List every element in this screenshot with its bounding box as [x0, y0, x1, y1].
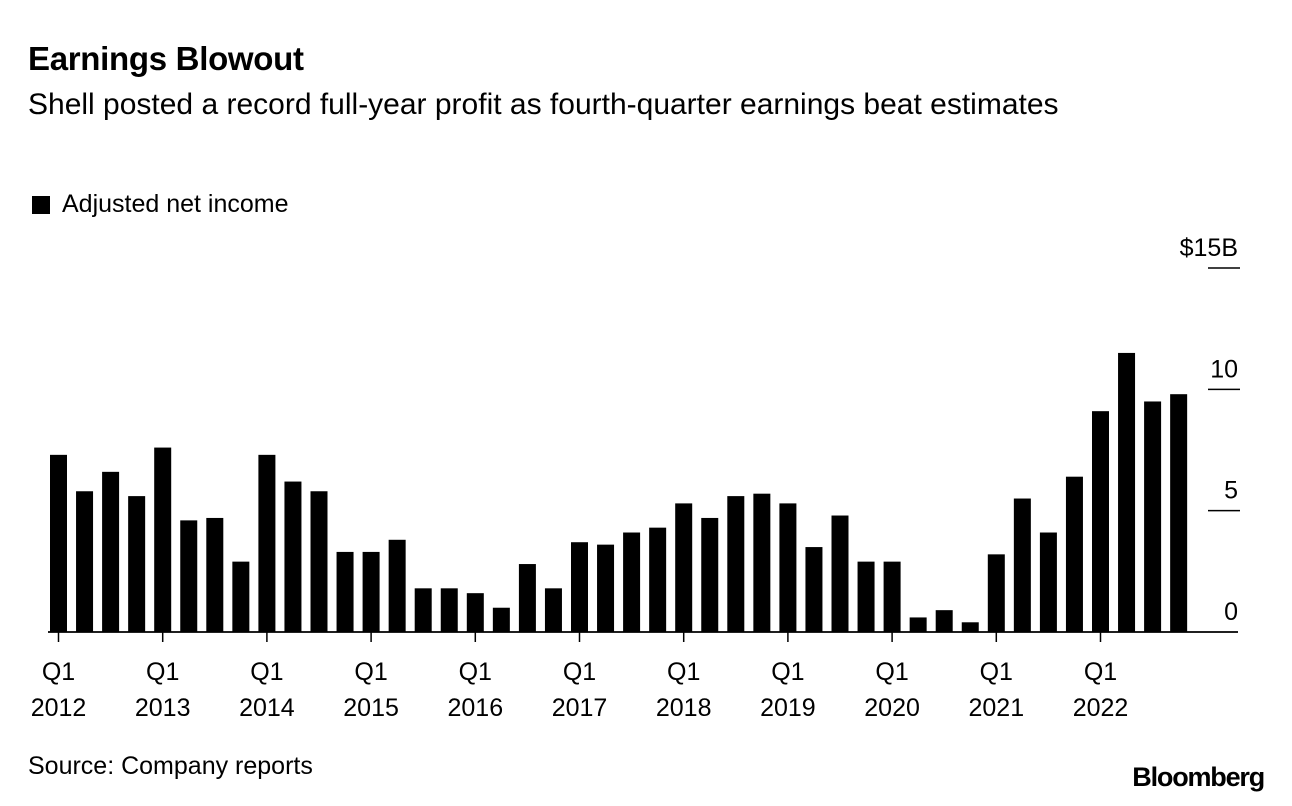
bloomberg-logo: Bloomberg [1132, 762, 1265, 792]
bar [440, 588, 458, 632]
bar [701, 517, 719, 632]
y-gridlines [1208, 267, 1240, 512]
x-tick-label-year: 2012 [31, 694, 87, 722]
x-tick-label-year: 2016 [447, 694, 503, 722]
bar [180, 520, 198, 632]
x-tick-label-quarter: Q1 [1084, 658, 1117, 686]
x-tick-label-quarter: Q1 [146, 658, 179, 686]
y-tick-label: 5 [1224, 477, 1238, 505]
bar [1039, 532, 1057, 632]
x-tick-label-year: 2021 [968, 694, 1024, 722]
x-tick-label-year: 2020 [864, 694, 920, 722]
bar [258, 454, 276, 632]
bars [50, 352, 1188, 632]
bar [831, 515, 849, 632]
bar [102, 471, 120, 632]
bar [623, 532, 641, 632]
bar [232, 561, 250, 632]
x-tick-label-quarter: Q1 [354, 658, 387, 686]
bar [1170, 394, 1188, 632]
bar [675, 503, 693, 632]
bar [336, 551, 354, 632]
legend-label: Adjusted net income [62, 190, 289, 218]
x-tick-label-quarter: Q1 [980, 658, 1013, 686]
bar [753, 493, 771, 632]
x-tick-label-quarter: Q1 [459, 658, 492, 686]
bar [76, 491, 94, 632]
x-tick-label-year: 2019 [760, 694, 816, 722]
bar [1065, 476, 1083, 632]
x-tick-label-year: 2018 [656, 694, 712, 722]
bar [987, 554, 1005, 632]
bar [883, 561, 901, 632]
bar [597, 544, 615, 632]
source-note: Source: Company reports [28, 752, 313, 780]
bar [1013, 498, 1031, 632]
x-tick-label-year: 2022 [1073, 694, 1129, 722]
legend-swatch [32, 195, 50, 214]
bar [909, 617, 927, 632]
x-tick-label-year: 2013 [135, 694, 191, 722]
bar [544, 588, 562, 632]
bar [310, 491, 328, 632]
y-tick-label: $15B [1180, 234, 1238, 262]
bar [492, 607, 510, 632]
x-tick-label-year: 2015 [343, 694, 399, 722]
bar [649, 527, 667, 632]
x-tick-label-year: 2014 [239, 694, 295, 722]
x-tick-label-year: 2017 [552, 694, 608, 722]
chart-legend: Adjusted net income [32, 190, 289, 219]
bar [414, 588, 432, 632]
x-tick-label-quarter: Q1 [771, 658, 804, 686]
bar [388, 539, 406, 632]
x-tick-label-quarter: Q1 [250, 658, 283, 686]
bar [50, 454, 67, 632]
bar [206, 517, 224, 632]
bar [857, 561, 875, 632]
bar [805, 547, 823, 632]
bar [779, 503, 797, 632]
bar [571, 542, 588, 632]
bar-chart: $15B 10 5 0 Q1 2012 Q1 2013 Q1 2014 Q1 2015 Q1 2016 Q1… [31, 234, 1240, 722]
bar [727, 496, 745, 632]
bar [1118, 352, 1136, 632]
x-axis [48, 631, 1238, 642]
bar [518, 564, 536, 632]
x-tick-label-quarter: Q1 [42, 658, 75, 686]
y-tick-label: 10 [1210, 355, 1238, 383]
chart-subtitle: Shell posted a record full-year profit a… [28, 88, 1059, 121]
x-tick-label-quarter: Q1 [875, 658, 908, 686]
bar [1092, 411, 1109, 632]
bar [935, 610, 953, 632]
bar [128, 496, 146, 632]
x-tick-label-quarter: Q1 [667, 658, 700, 686]
axis-labels: $15B 10 5 0 Q1 2012 Q1 2013 Q1 2014 Q1 2015 Q1 2016 Q1… [31, 234, 1238, 722]
y-tick-label: 0 [1224, 598, 1238, 626]
bar [154, 447, 172, 632]
bar [284, 481, 302, 632]
bar [1144, 401, 1162, 632]
bar [961, 622, 979, 632]
bar [362, 551, 380, 632]
x-tick-label-quarter: Q1 [563, 658, 596, 686]
chart-title: Earnings Blowout [28, 40, 304, 77]
bar [466, 593, 484, 632]
